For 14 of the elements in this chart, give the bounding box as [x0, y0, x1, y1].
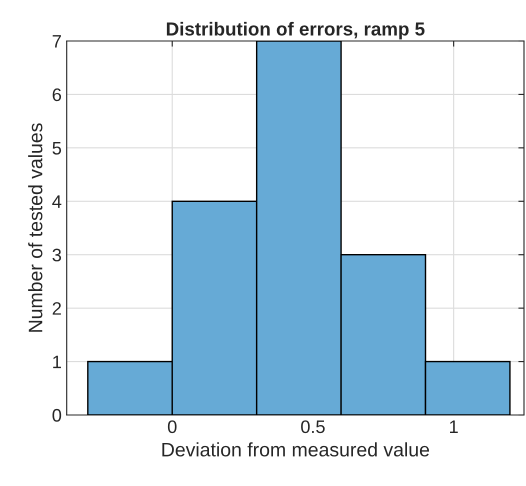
- x-axis-title: Deviation from measured value: [162, 442, 430, 457]
- y-tick-label: 7: [52, 35, 61, 48]
- chart-title: Distribution of errors, ramp 5: [166, 22, 425, 40]
- y-tick-label: 4: [52, 195, 62, 208]
- y-tick-label: 6: [52, 88, 62, 102]
- y-tick-label: 0: [52, 408, 62, 422]
- y-tick-label: 5: [52, 142, 62, 155]
- x-tick-label: 0.5: [301, 420, 325, 434]
- x-tick-label: 0: [168, 420, 177, 434]
- y-tick-label: 3: [52, 248, 62, 262]
- y-tick-label: 1: [53, 356, 61, 368]
- x-tick-label: 1: [450, 420, 458, 433]
- y-axis-title: Number of tested values: [28, 123, 42, 332]
- y-tick-label: 2: [52, 302, 61, 315]
